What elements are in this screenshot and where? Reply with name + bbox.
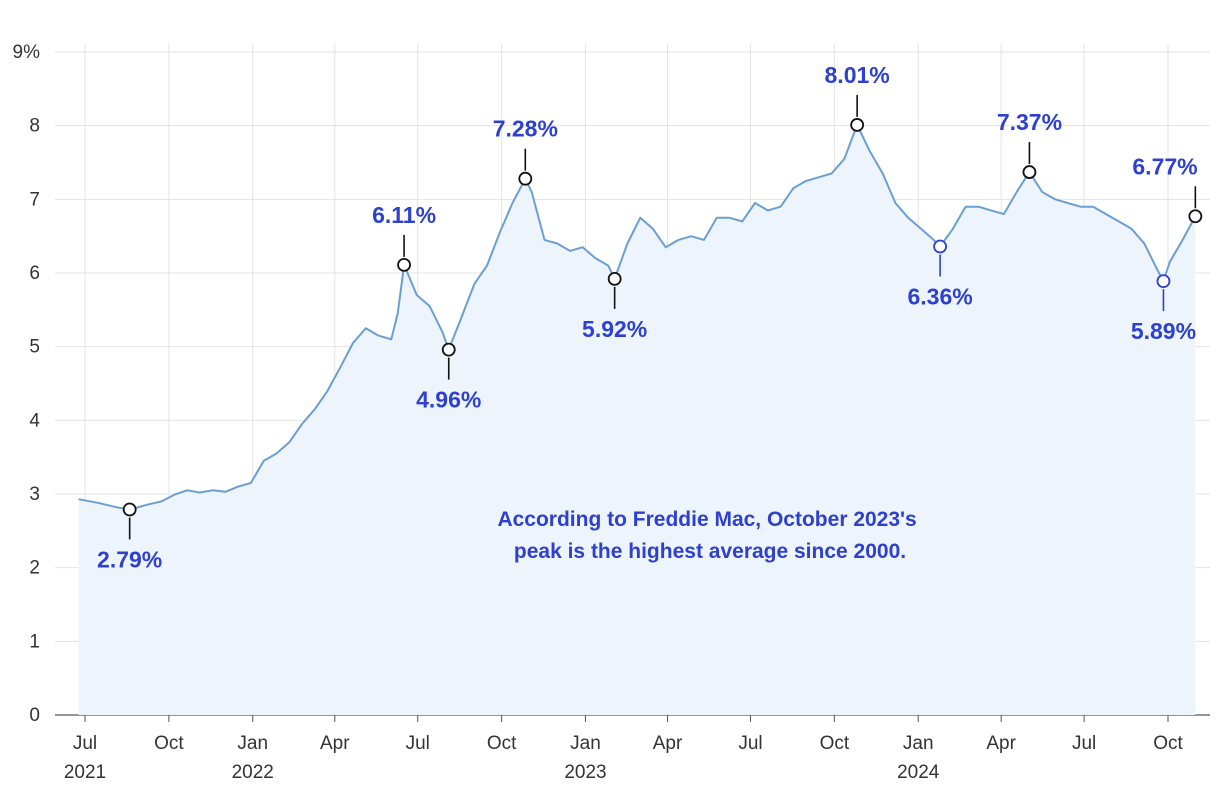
callout-marker — [933, 239, 947, 254]
y-tick-label: 9% — [13, 42, 41, 63]
callout-marker — [607, 271, 622, 286]
callout-marker — [1156, 274, 1171, 289]
callout-low: 2.79% — [97, 502, 162, 572]
callout-label: 5.89% — [1131, 318, 1196, 344]
x-year-label: 2021 — [64, 762, 106, 783]
callout-peak: 7.37% — [997, 109, 1062, 179]
callout-peak: 7.28% — [493, 116, 558, 186]
x-tick-label: Oct — [820, 733, 850, 754]
y-tick-label: 4 — [29, 410, 40, 431]
x-tick-label: Jul — [1072, 733, 1096, 754]
y-tick-label: 6 — [29, 263, 40, 284]
callout-peak: 6.11% — [372, 202, 436, 272]
x-tick-label: Jul — [738, 733, 762, 754]
x-tick-label: Apr — [986, 733, 1016, 754]
callout-marker — [850, 118, 865, 132]
callout-peak: 6.77% — [1132, 153, 1203, 224]
callout-label: 5.92% — [582, 316, 647, 342]
rate-series-line — [78, 123, 1197, 511]
y-tick-label: 3 — [29, 484, 40, 505]
callout-low: 4.96% — [416, 342, 481, 413]
callout-marker — [441, 342, 456, 357]
x-tick-label: Oct — [154, 733, 184, 754]
callout-low: 6.36% — [907, 239, 973, 309]
x-tick-label: Jan — [570, 733, 601, 754]
callout-marker — [397, 257, 411, 272]
callout-marker — [1022, 165, 1037, 179]
callout-low: 5.89% — [1131, 274, 1196, 344]
callout-peak: 8.01% — [825, 62, 890, 132]
x-tick-label: Oct — [487, 733, 517, 754]
callout-label: 6.11% — [372, 202, 436, 228]
callouts: 2.79% 6.11% 4.96% 7.28% 5.92% 8.01% 6.36% 7.37%… — [97, 62, 1203, 572]
callout-label: 6.36% — [907, 283, 972, 309]
annotation-text: According to Freddie Mac, October 2023's… — [497, 508, 922, 563]
callout-label: 4.96% — [416, 387, 481, 413]
y-tick-label: 1 — [29, 631, 40, 652]
x-year-label: 2023 — [564, 762, 606, 783]
y-tick-label: 2 — [29, 558, 40, 579]
x-year-label: 2022 — [232, 762, 274, 783]
y-tick-label: 7 — [29, 189, 40, 210]
callout-label: 7.37% — [997, 109, 1062, 135]
y-tick-label: 5 — [29, 337, 40, 358]
x-tick-label: Oct — [1153, 733, 1183, 754]
x-tick-label: Jan — [903, 733, 934, 754]
callout-marker — [122, 502, 137, 517]
callout-label: 6.77% — [1132, 153, 1197, 179]
x-tick-label: Jul — [406, 733, 430, 754]
callout-label: 7.28% — [493, 116, 558, 142]
x-tick-label: Jan — [237, 733, 268, 754]
x-axis: Jul 2021 Oct Jan 2022 Apr Jul Oct Jan 2023 Apr Jul O… — [64, 715, 1183, 783]
callout-low: 5.92% — [582, 271, 647, 342]
y-axis: 0 1 2 3 4 5 6 7 8 9% — [13, 42, 41, 726]
y-tick-label: 0 — [29, 705, 40, 726]
x-tick-label: Apr — [320, 733, 350, 754]
area-fill — [78, 124, 1196, 715]
x-year-label: 2024 — [897, 762, 940, 783]
x-tick-label: Apr — [653, 733, 683, 754]
y-tick-label: 8 — [29, 116, 40, 137]
x-tick-label: Jul — [73, 733, 97, 754]
callout-marker — [518, 171, 533, 186]
callout-label: 2.79% — [97, 546, 162, 572]
annotation-line-1: According to Freddie Mac, October 2023's — [497, 508, 916, 531]
callout-marker — [1188, 209, 1203, 224]
callout-label: 8.01% — [825, 62, 890, 88]
annotation-line-2: peak is the highest average since 2000. — [514, 540, 906, 563]
